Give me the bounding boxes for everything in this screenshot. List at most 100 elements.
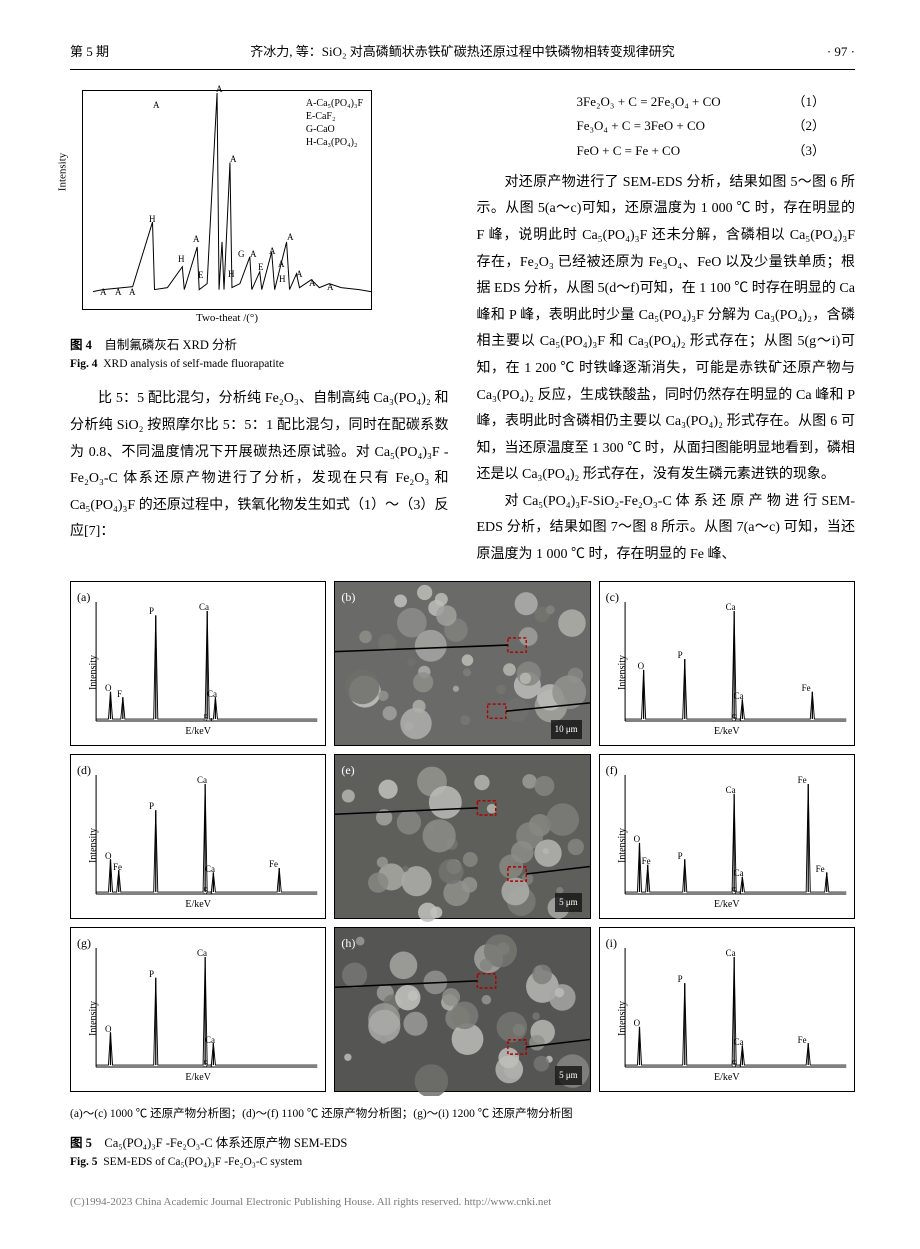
fig5-note: (a)～(c) 1000 ℃ 还原产物分析图；(d)～(f) 1100 ℃ 还原… — [70, 1104, 855, 1126]
xrd-peak-label: A — [250, 246, 257, 263]
eds-peak-label: Ca — [197, 945, 207, 962]
eds-peak-label: Ca — [734, 1034, 744, 1051]
fig5-eds-panel-a: (a)IntensityE/keV5OFPCaCa — [70, 581, 326, 746]
eds-xlabel: E/keV — [600, 1068, 854, 1087]
eds-svg — [93, 948, 319, 1069]
right-para-1: 对还原产物进行了 SEM-EDS 分析，结果如图 5～图 6 所示。从图 5(a… — [477, 170, 856, 489]
fig4-svg — [83, 91, 371, 309]
eds-peak-label: Ca — [207, 686, 217, 703]
equation-1: 3Fe₂O₃ + C = 2Fe₃O₄ + CO （1） — [477, 90, 856, 115]
xrd-peak-label: A — [115, 284, 122, 301]
fig5-eds-panel-d: (d)IntensityE/keV5OFePCaCaFe — [70, 754, 326, 919]
eds-peak-label: O — [634, 831, 641, 848]
eds-peak-label: P — [149, 603, 154, 620]
eds-peak-label: Fe — [113, 859, 122, 876]
issue-label: 第 5 期 — [70, 40, 150, 65]
eds-peak-label: Ca — [199, 599, 209, 616]
eds-xlabel: E/keV — [600, 722, 854, 741]
xrd-peak-label: E — [258, 259, 264, 276]
eds-peak-label: Ca — [205, 861, 215, 878]
xrd-peak-label: A — [269, 243, 276, 260]
eds-xlabel: E/keV — [71, 895, 325, 914]
eds-peak-label: Fe — [816, 861, 825, 878]
right-column: 3Fe₂O₃ + C = 2Fe₃O₄ + CO （1） Fe₃O₄ + C =… — [477, 90, 856, 569]
fig4-wrap: Intensity Two-theat /(°) A-Ca₅(PO₄)₃F E-… — [70, 90, 449, 373]
fig5-eds-panel-g: (g)IntensityE/keV5OPCaCa — [70, 927, 326, 1092]
equations: 3Fe₂O₃ + C = 2Fe₃O₄ + CO （1） Fe₃O₄ + C =… — [477, 90, 856, 164]
fig5-grid: (a)IntensityE/keV5OFPCaCa(b)10 μm(c)Inte… — [70, 581, 855, 1092]
eds-xlabel: E/keV — [71, 1068, 325, 1087]
xrd-peak-label: H — [279, 271, 286, 288]
eds-peak-label: Fe — [642, 853, 651, 870]
eds-peak-label: Ca — [205, 1032, 215, 1049]
panel-tag: (d) — [77, 759, 91, 782]
xrd-peak-label: A — [327, 279, 334, 296]
eds-svg — [93, 602, 319, 723]
eds-peak-label: Ca — [726, 782, 736, 799]
equation-2: Fe₃O₄ + C = 3FeO + CO （2） — [477, 114, 856, 139]
xrd-peak-label: A — [153, 97, 160, 114]
xrd-peak-label: H — [228, 266, 235, 283]
eds-peak-label: O — [638, 658, 645, 675]
eds-peak-label: Fe — [798, 1032, 807, 1049]
eds-peak-label: Ca — [726, 945, 736, 962]
panel-tag: (i) — [606, 932, 617, 955]
right-para-2: 对 Ca₅(PO₄)₃F-SiO₂-Fe₂O₃-C 体 系 还 原 产 物 进 … — [477, 489, 856, 569]
fig5-sem-panel-h: (h)5 μm — [334, 927, 590, 1092]
fig5-caption-cn: 图 5 Ca₅(PO₄)₃F -Fe₂O₃-C 体系还原产物 SEM-EDS — [70, 1132, 855, 1156]
eds-peak-label: O — [105, 848, 112, 865]
page-number: · 97 · — [775, 40, 855, 65]
equation-3: FeO + C = Fe + CO （3） — [477, 139, 856, 164]
eds-peak-label: P — [149, 966, 154, 983]
xrd-peak-label: A — [309, 275, 316, 292]
fig5-caption-en: Fig. 5 SEM-EDS of Ca₅(PO₄)₃F -Fe₂O₃-C sy… — [70, 1155, 855, 1170]
left-para-1: 比 5：5 配比混匀，分析纯 Fe₂O₃、自制高纯 Ca₃(PO₄)₂ 和分析纯… — [70, 386, 449, 546]
eds-peak-label: Ca — [726, 599, 736, 616]
xrd-peak-label: A — [296, 266, 303, 283]
eds-peak-label: O — [634, 1015, 641, 1032]
xrd-peak-label: E — [198, 267, 204, 284]
footer-copyright: (C)1994-2023 China Academic Journal Elec… — [70, 1192, 855, 1213]
fig4-xlabel: Two-theat /(°) — [83, 308, 371, 329]
fig4-ylabel: Intensity — [53, 152, 74, 191]
fig5-eds-panel-i: (i)IntensityE/keV5OPCaCaFe — [599, 927, 855, 1092]
eds-peak-label: Ca — [734, 688, 744, 705]
eds-peak-label: P — [678, 848, 683, 865]
running-title: 齐冰力, 等：SiO₂ 对高磷鲕状赤铁矿碳热还原过程中铁磷物相转变规律研究 — [150, 40, 775, 65]
xrd-peak-label: H — [178, 251, 185, 268]
xrd-peak-label: H — [149, 211, 156, 228]
xrd-peak-label: A — [129, 284, 136, 301]
eds-peak-label: O — [105, 680, 112, 697]
fig4-caption-en: Fig. 4 XRD analysis of self-made fluorap… — [70, 357, 449, 372]
eds-xlabel: E/keV — [71, 722, 325, 741]
fig5-eds-panel-f: (f)IntensityE/keV5OFePCaCaFeFe — [599, 754, 855, 919]
eds-peak-label: F — [117, 686, 122, 703]
xrd-peak-label: A — [287, 229, 294, 246]
eds-peak-label: Ca — [197, 772, 207, 789]
left-column: Intensity Two-theat /(°) A-Ca₅(PO₄)₃F E-… — [70, 90, 449, 569]
xrd-peak-label: A — [216, 81, 223, 98]
xrd-peak-label: A — [193, 231, 200, 248]
eds-peak-label: Fe — [269, 856, 278, 873]
page-header: 第 5 期 齐冰力, 等：SiO₂ 对高磷鲕状赤铁矿碳热还原过程中铁磷物相转变规… — [70, 40, 855, 70]
eds-peak-label: P — [678, 971, 683, 988]
eds-peak-label: Ca — [734, 865, 744, 882]
fig4-label: 图 4 — [70, 338, 92, 352]
eds-peak-label: Fe — [802, 680, 811, 697]
eds-peak-label: P — [149, 798, 154, 815]
eds-peak-label: P — [678, 647, 683, 664]
sem-scalebar: 10 μm — [551, 720, 582, 739]
sem-scalebar: 5 μm — [555, 1066, 582, 1085]
fig5-eds-panel-c: (c)IntensityE/keV5OPCaCaFe — [599, 581, 855, 746]
eds-peak-label: Fe — [798, 772, 807, 789]
eds-xlabel: E/keV — [600, 895, 854, 914]
eds-peak-label: O — [105, 1021, 112, 1038]
sem-svg — [335, 755, 589, 923]
fig4-plot: Intensity Two-theat /(°) A-Ca₅(PO₄)₃F E-… — [82, 90, 372, 310]
fig5-sem-panel-e: (e)5 μm — [334, 754, 590, 919]
xrd-peak-label: A — [100, 284, 107, 301]
fig4-caption-cn: 图 4 自制氟磷灰石 XRD 分析 — [70, 334, 449, 358]
panel-tag: (f) — [606, 759, 618, 782]
fig5-wrap: (a)IntensityE/keV5OFPCaCa(b)10 μm(c)Inte… — [70, 581, 855, 1171]
panel-tag: (a) — [77, 586, 90, 609]
